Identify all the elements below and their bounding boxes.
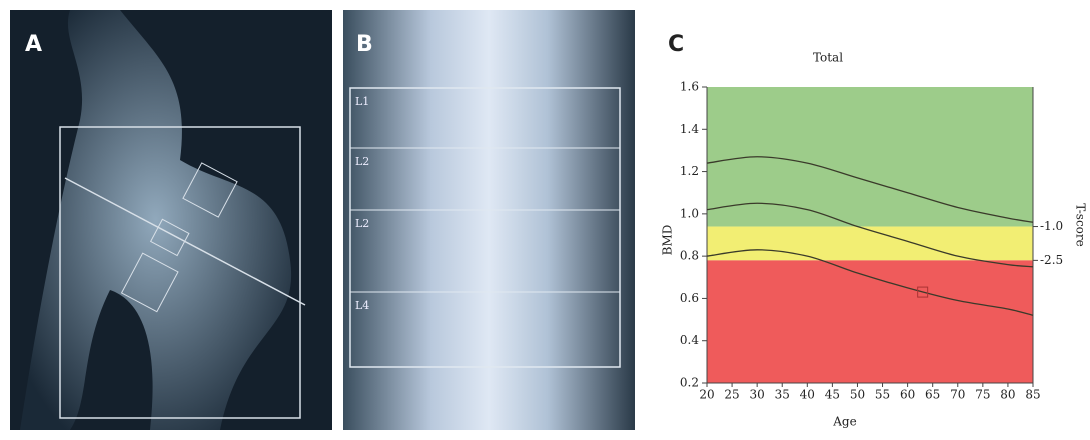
- x-tick-label: 55: [875, 388, 890, 402]
- panel-label: A: [25, 32, 42, 57]
- x-tick-label: 40: [800, 388, 815, 402]
- x-tick-label: 80: [1000, 388, 1015, 402]
- figure: A B L1 L2 L2 L4 C Total Age BMD T-score …: [0, 0, 1090, 436]
- x-tick-label: 60: [900, 388, 915, 402]
- chart: C Total Age BMD T-score 0.2 0.4 0.6 0.8 1.0 1…: [661, 32, 1088, 429]
- x-tick-label: 75: [975, 388, 990, 402]
- x-tick-label: 35: [775, 388, 790, 402]
- x-tick-label: 45: [825, 388, 840, 402]
- x-axis-label: Age: [832, 415, 856, 429]
- region-label: L2: [355, 217, 369, 230]
- zone-band: [707, 227, 1033, 261]
- x-tick-label: 70: [950, 388, 965, 402]
- y-tick-label: 0.2: [680, 376, 699, 390]
- y-tick-label: 0.8: [680, 249, 699, 263]
- x-tick-label: 30: [750, 388, 765, 402]
- y-tick-label: 1.6: [680, 80, 699, 94]
- y-tick-label: 1.2: [680, 164, 699, 178]
- x-tick-label: 65: [925, 388, 940, 402]
- y-tick-label: 1.4: [680, 122, 699, 136]
- x-tick-label: 20: [699, 388, 714, 402]
- region-label: L2: [355, 155, 369, 168]
- panel-a: A: [10, 10, 332, 430]
- y-tick-label: 0.6: [680, 291, 699, 305]
- region-label: L4: [355, 299, 369, 312]
- x-tick-label: 25: [724, 388, 739, 402]
- panel-b: B L1 L2 L2 L4: [343, 10, 635, 430]
- region-label: L1: [355, 95, 369, 108]
- y-axis-label: BMD: [661, 225, 675, 256]
- y2-tick-label: -1.0: [1040, 219, 1063, 233]
- x-tick-label: 85: [1025, 388, 1040, 402]
- panel-label: B: [356, 32, 373, 57]
- x-tick-label: 50: [850, 388, 865, 402]
- y-tick-label: 0.4: [680, 333, 699, 347]
- zone-band: [707, 260, 1033, 383]
- y2-tick-label: -2.5: [1040, 253, 1063, 267]
- panel-label: C: [668, 32, 684, 57]
- y2-axis-label: T-score: [1074, 203, 1088, 246]
- chart-title: Total: [813, 51, 843, 65]
- y-tick-label: 1.0: [680, 206, 699, 220]
